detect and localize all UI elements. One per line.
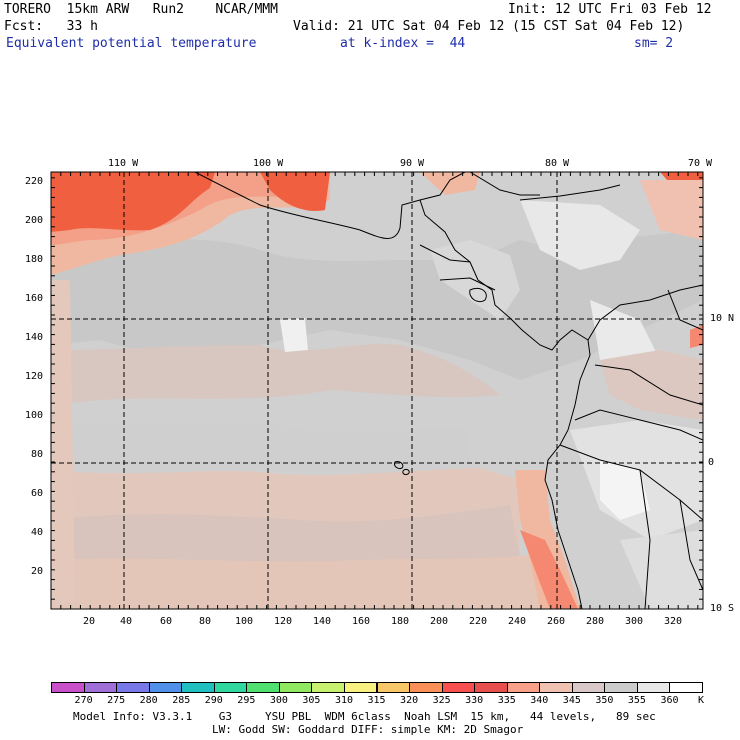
colorbar-swatch (83, 682, 118, 693)
x-grid-label: 200 (430, 616, 449, 627)
smoothing: sm= 2 (634, 36, 674, 51)
lon-label: 70 W (688, 158, 713, 169)
colorbar-level: 360 (660, 695, 679, 706)
forecast-hour: Fcst: 33 h (4, 19, 98, 34)
colorbar-swatch (669, 682, 703, 693)
colorbar-swatch (246, 682, 280, 693)
lon-label: 100 W (253, 158, 284, 169)
colorbar-level: 355 (627, 695, 646, 706)
x-grid-label: 180 (391, 616, 410, 627)
colorbar-level: 300 (269, 695, 288, 706)
colorbar-swatch (604, 682, 638, 693)
init-time: Init: 12 UTC Fri 03 Feb 12 (508, 2, 712, 17)
colorbar-level: 345 (562, 695, 581, 706)
shaded-field (51, 172, 703, 609)
colorbar-level: 290 (204, 695, 223, 706)
x-grid-label: 260 (547, 616, 566, 627)
colorbar-swatch (116, 682, 150, 693)
x-grid-label: 280 (586, 616, 605, 627)
x-grid-label: 120 (274, 616, 293, 627)
colorbar-swatch (311, 682, 345, 693)
colorbar-swatch (51, 682, 85, 693)
y-grid-label: 80 (31, 449, 44, 460)
x-grid-label: 40 (120, 616, 133, 627)
x-grid-label: 60 (160, 616, 173, 627)
axis-ticks (51, 172, 703, 609)
colorbar-swatch (539, 682, 573, 693)
colorbar-swatch (181, 682, 215, 693)
colorbar-level: 340 (530, 695, 549, 706)
lon-label: 110 W (108, 158, 139, 169)
colorbar-level: 330 (465, 695, 484, 706)
colorbar-level: 270 (74, 695, 93, 706)
colorbar-swatch (213, 682, 248, 693)
colorbar-swatch (571, 682, 606, 693)
x-grid-label: 300 (625, 616, 644, 627)
y-grid-label: 40 (31, 527, 44, 538)
colorbar-level: 295 (237, 695, 256, 706)
x-grid-label: 20 (83, 616, 96, 627)
colorbar-level: 335 (497, 695, 516, 706)
y-grid-label: 200 (25, 215, 44, 226)
colorbar-swatch (278, 682, 313, 693)
lon-label: 80 W (545, 158, 570, 169)
colorbar-swatch (636, 682, 671, 693)
model-title: TORERO 15km ARW Run2 NCAR/MMM (4, 2, 278, 17)
field-name: Equivalent potential temperature (6, 36, 257, 51)
colorbar-level: 275 (107, 695, 126, 706)
y-grid-label: 220 (25, 176, 44, 187)
colorbar-swatch (409, 682, 443, 693)
graticule (51, 172, 703, 609)
plot-frame (50, 171, 704, 610)
coastlines (194, 172, 703, 609)
x-grid-label: 240 (508, 616, 527, 627)
y-grid-label: 180 (25, 254, 44, 265)
colorbar-level: 285 (172, 695, 191, 706)
colorbar-level: 305 (302, 695, 321, 706)
colorbar-level: 350 (595, 695, 614, 706)
colorbar-level: 280 (139, 695, 158, 706)
level-index: at k-index = 44 (340, 36, 466, 51)
x-grid-label: 320 (664, 616, 683, 627)
y-grid-label: 160 (25, 293, 44, 304)
colorbar-level: 315 (367, 695, 386, 706)
x-grid-label: 140 (313, 616, 332, 627)
colorbar-level: 310 (334, 695, 353, 706)
valid-time: Valid: 21 UTC Sat 04 Feb 12 (15 CST Sat … (293, 19, 685, 34)
x-grid-label: 160 (352, 616, 371, 627)
lon-label: 90 W (400, 158, 425, 169)
colorbar-unit: K (698, 695, 705, 706)
colorbar-swatch (506, 682, 541, 693)
lat-label: 10 N (710, 313, 735, 324)
y-grid-label: 60 (31, 488, 44, 499)
colorbar-swatch (376, 682, 411, 693)
colorbar-level: 320 (400, 695, 419, 706)
colorbar-swatch (441, 682, 476, 693)
physics-info: LW: Godd SW: Goddard DIFF: simple KM: 2D… (212, 723, 524, 736)
colorbar-swatch (148, 682, 183, 693)
x-grid-label: 100 (235, 616, 254, 627)
colorbar-swatch (474, 682, 508, 693)
lat-label: 0 (708, 457, 715, 468)
y-grid-label: 120 (25, 371, 44, 382)
x-grid-label: 220 (469, 616, 488, 627)
lat-label: 10 S (710, 603, 735, 614)
model-info: Model Info: V3.3.1 G3 YSU PBL WDM 6class… (73, 710, 656, 723)
colorbar-level: 325 (432, 695, 451, 706)
y-grid-label: 20 (31, 566, 44, 577)
colorbar-swatch (343, 682, 378, 693)
x-grid-label: 80 (199, 616, 212, 627)
y-grid-label: 100 (25, 410, 44, 421)
y-grid-label: 140 (25, 332, 44, 343)
